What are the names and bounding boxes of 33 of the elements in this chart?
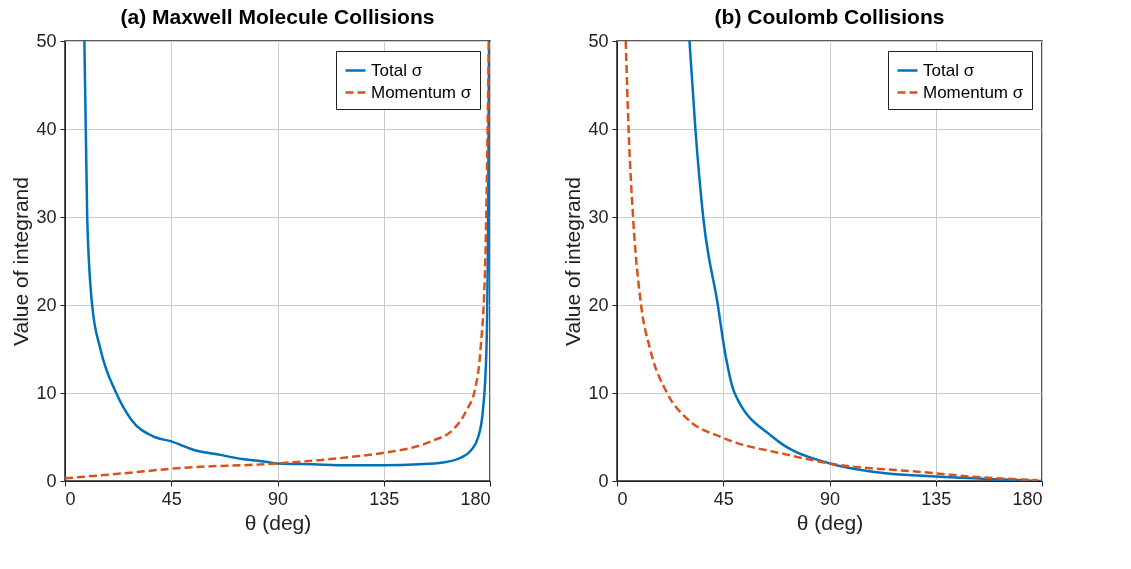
legend-label: Momentum σ [371,82,472,102]
y-tick-label: 20 [36,294,57,315]
x-axis-title: θ (deg) [244,510,312,534]
chart-title: (b) Coulomb Collisions [714,5,945,28]
y-tick-label: 10 [36,382,57,403]
y-tick-label: 40 [588,118,609,139]
line-series [624,41,1039,481]
y-tick-label: 30 [36,206,57,227]
y-axis-title: Value of integrand [561,177,585,346]
legend-label: Total σ [371,60,423,80]
x-tick-label: 135 [921,488,952,509]
x-tick-label: 180 [1012,488,1043,509]
x-tick-label: 135 [369,488,400,509]
y-tick-label: 50 [588,30,609,51]
x-axis-title: θ (deg) [796,510,864,534]
y-tick-label: 20 [588,294,609,315]
y-tick-label: 0 [46,470,57,491]
x-tick-label: 0 [617,488,628,509]
y-tick-label: 30 [588,206,609,227]
chart-title: (a) Maxwell Molecule Collisions [120,5,435,28]
x-tick-label: 90 [267,488,289,509]
legend-label: Momentum σ [923,82,1024,102]
legend-label: Total σ [923,60,975,80]
x-tick-label: 90 [819,488,841,509]
x-tick-label: 0 [65,488,76,509]
x-tick-label: 180 [460,488,491,509]
x-tick-label: 45 [713,488,734,509]
y-tick-label: 50 [36,30,57,51]
y-tick-label: 40 [36,118,57,139]
y-axis-title: Value of integrand [9,177,33,346]
y-tick-label: 0 [598,470,609,491]
x-tick-label: 45 [161,488,182,509]
y-tick-label: 10 [588,382,609,403]
